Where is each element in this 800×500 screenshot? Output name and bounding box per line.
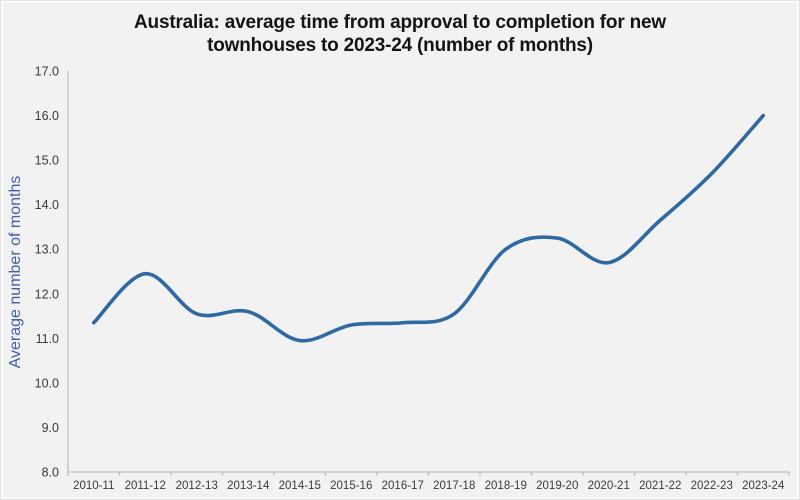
chart-title-line-1: Australia: average time from approval to…	[134, 12, 666, 33]
x-tick-label: 2010-11	[73, 480, 114, 492]
x-tick-label: 2012-13	[176, 480, 218, 492]
x-tick-label: 2023-24	[742, 480, 785, 492]
y-tick-label: 14.0	[35, 198, 59, 212]
x-tick-label: 2018-19	[485, 480, 527, 492]
y-tick-label: 9.0	[42, 421, 59, 435]
x-tick-label: 2013-14	[227, 480, 270, 492]
x-tick-label: 2011-12	[125, 480, 166, 492]
y-tick-label: 8.0	[42, 466, 59, 480]
x-tick-label: 2019-20	[536, 480, 578, 492]
chart-title-line-2: townhouses to 2023-24 (number of months)	[207, 35, 593, 56]
y-tick-label: 12.0	[35, 287, 59, 301]
x-tick-label: 2017-18	[433, 480, 475, 492]
x-tick-label: 2022-23	[691, 480, 733, 492]
x-tick-label: 2021-22	[639, 480, 681, 492]
chart-title: Australia: average time from approval to…	[1, 11, 799, 57]
y-tick-label: 11.0	[36, 332, 59, 346]
x-tick-label: 2020-21	[588, 480, 630, 492]
y-tick-label: 13.0	[35, 243, 59, 257]
y-tick-label: 16.0	[35, 109, 59, 123]
y-tick-label: 15.0	[35, 154, 59, 168]
x-tick-label: 2014-15	[279, 480, 321, 492]
line-series	[91, 113, 766, 343]
y-tick-label: 10.0	[35, 376, 59, 390]
x-tick-label: 2015-16	[330, 480, 372, 492]
y-axis-title: Average number of months	[7, 175, 24, 369]
y-tick-label: 17.0	[35, 65, 59, 79]
x-tick-label: 2016-17	[382, 480, 424, 492]
